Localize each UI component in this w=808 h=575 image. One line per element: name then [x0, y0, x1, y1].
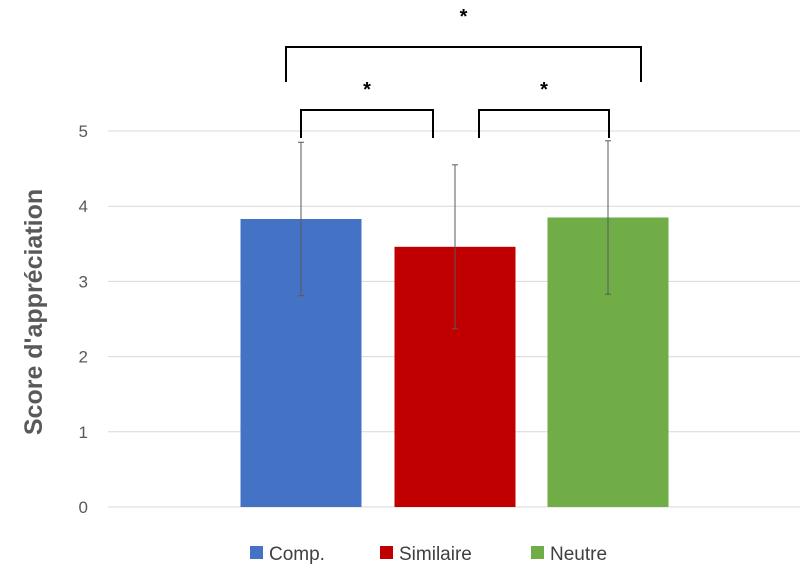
significance-bracket-1 [300, 109, 434, 138]
legend-label-3: Neutre [550, 544, 607, 565]
legend-label-2: Similaire [399, 544, 472, 565]
legend: Comp. Similaire Neutre [250, 544, 607, 565]
y-axis-label: Score d'appréciation [20, 189, 48, 435]
significance-bracket-2 [478, 109, 610, 138]
significance-bracket-3 [285, 46, 642, 82]
error-bars [298, 140, 611, 330]
legend-swatch-1 [250, 546, 263, 559]
legend-label-1: Comp. [269, 544, 325, 565]
legend-swatch-3 [531, 546, 544, 559]
y-tick-label-4: 4 [79, 197, 88, 216]
significance-label-1: * [363, 79, 371, 101]
legend-swatch-2 [380, 546, 393, 559]
significance-label-3: * [460, 6, 468, 28]
significance-brackets: * * * [285, 6, 642, 138]
y-tick-label-1: 1 [79, 423, 88, 442]
y-tick-label-0: 0 [79, 498, 88, 517]
y-tick-label-3: 3 [79, 272, 88, 291]
y-tick-label-2: 2 [79, 348, 88, 367]
y-axis-ticks: 0 1 2 3 4 5 [79, 122, 88, 517]
y-tick-label-5: 5 [79, 122, 88, 141]
significance-label-2: * [540, 79, 548, 101]
